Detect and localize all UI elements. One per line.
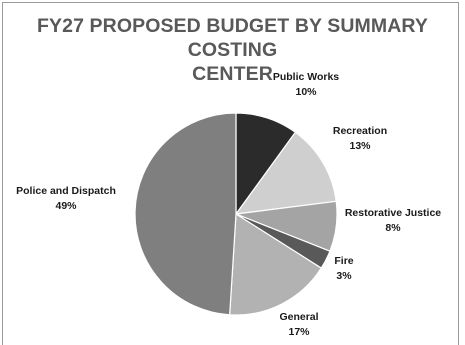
slice-percent-label: 13% xyxy=(349,140,371,152)
slice-percent-label: 3% xyxy=(336,270,352,282)
pie-slice-police-and-dispatch xyxy=(134,112,237,316)
slice-percent-label: 10% xyxy=(295,86,317,98)
pie-labels: Public Works 10% Recreation 13% Restorative … xyxy=(16,71,441,338)
pie-slice-general xyxy=(229,212,323,316)
pie-slice-recreation xyxy=(234,131,337,215)
chart-frame xyxy=(2,2,459,345)
slice-label: Recreation xyxy=(333,125,387,137)
slice-percent-label: 17% xyxy=(288,326,310,338)
slice-label: Police and Dispatch xyxy=(16,185,116,197)
chart-title-line-1: FY27 PROPOSED BUDGET BY SUMMARY COSTING xyxy=(37,15,428,61)
chart-title-line-2: CENTER xyxy=(192,63,273,85)
pie-slices xyxy=(134,112,338,316)
slice-percent-label: 49% xyxy=(55,200,77,212)
slice-label: Restorative Justice xyxy=(345,207,441,219)
slice-percent-label: 8% xyxy=(385,222,401,234)
slice-label: General xyxy=(279,311,318,323)
slice-label: Fire xyxy=(334,255,353,267)
slice-label: Public Works xyxy=(273,71,339,83)
chart-title: FY27 PROPOSED BUDGET BY SUMMARY COSTING … xyxy=(0,14,465,86)
